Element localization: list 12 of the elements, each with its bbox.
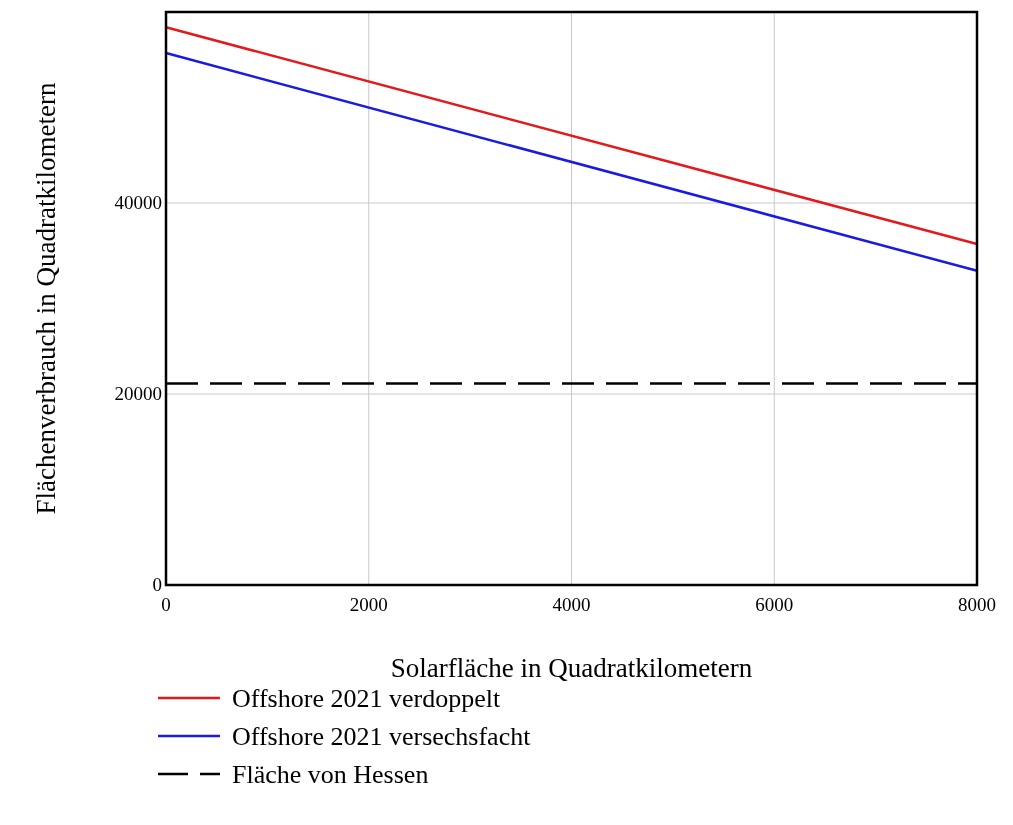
legend-label: Fläche von Hessen bbox=[232, 760, 429, 789]
x-tick-label: 2000 bbox=[349, 594, 388, 615]
x-tick-label: 6000 bbox=[755, 594, 794, 615]
x-tick-label: 4000 bbox=[552, 594, 591, 615]
x-tick-label: 8000 bbox=[958, 594, 996, 615]
y-axis-title: Flächenverbrauch in Quadratkilometern bbox=[31, 82, 61, 515]
y-tick-label: 0 bbox=[152, 574, 162, 595]
legend-label: Offshore 2021 verdoppelt bbox=[232, 684, 501, 713]
x-axis-title: Solarfläche in Quadratkilometern bbox=[390, 653, 753, 683]
legend-label: Offshore 2021 versechsfacht bbox=[232, 722, 532, 751]
y-tick-label: 20000 bbox=[114, 383, 162, 404]
y-tick-label: 40000 bbox=[114, 192, 162, 213]
